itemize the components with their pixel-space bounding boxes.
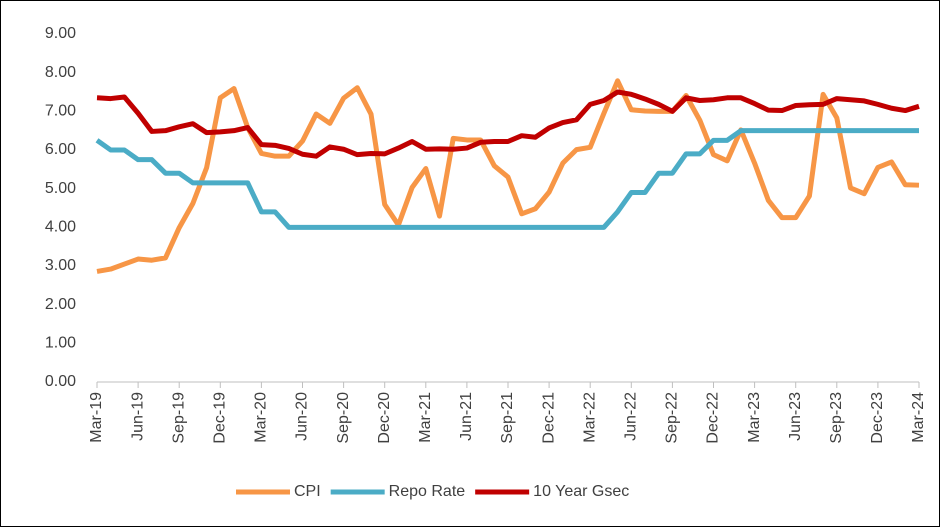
y-tick-label: 3.00 — [45, 257, 76, 274]
x-tick-label: Mar-22 — [581, 392, 598, 443]
x-tick-label: Jun-22 — [623, 392, 640, 441]
y-tick-label: 5.00 — [45, 180, 76, 197]
x-tick-label: Sep-22 — [664, 392, 681, 444]
x-tick-label: Jun-19 — [129, 392, 146, 441]
x-tick-label: Mar-21 — [417, 392, 434, 443]
x-tick-label: Dec-21 — [540, 392, 557, 444]
x-tick-label: Sep-21 — [499, 392, 516, 444]
y-tick-label: 1.00 — [45, 335, 76, 352]
y-tick-label: 6.00 — [45, 141, 76, 158]
x-tick-label: Mar-19 — [88, 392, 105, 443]
x-tick-label: Jun-21 — [458, 392, 475, 441]
x-tick-label: Dec-22 — [705, 392, 722, 444]
y-tick-label: 2.00 — [45, 296, 76, 313]
x-tick-label: Dec-20 — [376, 392, 393, 444]
series-line — [95, 128, 919, 230]
series-line — [96, 78, 920, 274]
x-tick-label: Dec-19 — [212, 392, 229, 444]
x-tick-label: Sep-23 — [828, 392, 845, 444]
x-tick-label: Dec-23 — [869, 392, 886, 444]
legend-label: Repo Rate — [389, 483, 466, 500]
legend-label: 10 Year Gsec — [533, 483, 629, 500]
y-tick-label: 9.00 — [45, 25, 76, 42]
y-tick-label: 8.00 — [45, 64, 76, 81]
legend-label: CPI — [294, 483, 321, 500]
series-line — [96, 89, 920, 159]
x-tick-label: Mar-23 — [746, 392, 763, 443]
x-tick-label: Sep-20 — [335, 392, 352, 444]
x-tick-label: Jun-23 — [787, 392, 804, 441]
x-tick-label: Sep-19 — [170, 392, 187, 444]
y-tick-label: 0.00 — [45, 373, 76, 390]
y-tick-label: 7.00 — [45, 103, 76, 120]
x-tick-label: Mar-24 — [910, 392, 927, 443]
y-tick-label: 4.00 — [45, 219, 76, 236]
x-tick-label: Jun-20 — [294, 392, 311, 441]
x-tick-label: Mar-20 — [253, 392, 270, 443]
